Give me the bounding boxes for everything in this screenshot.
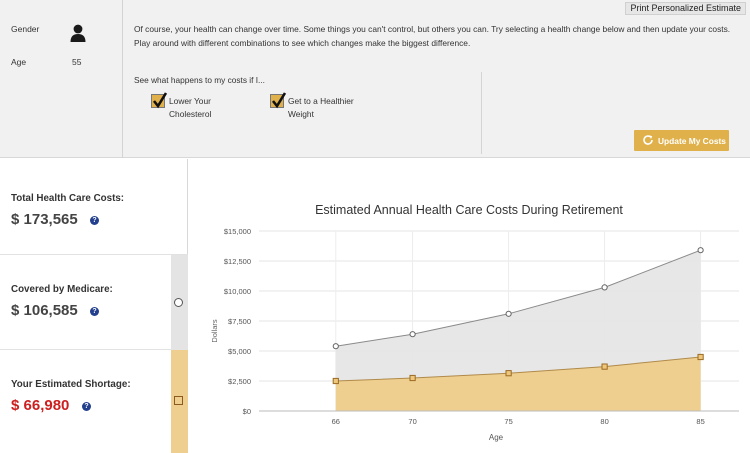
healthier-weight-label-line1: Get to a Healthier [288,96,354,106]
lower-cholesterol-checkbox[interactable] [151,92,168,109]
shortage-value: $ 66,980 [11,397,70,414]
cost-summary-panel: Total Health Care Costs: $ 173,565 ? Cov… [0,159,188,453]
shortage-point [505,370,512,377]
total-cost-point [409,331,416,338]
x-axis-title: Age [489,433,504,442]
y-tick-label: $15,000 [224,227,251,236]
update-costs-button[interactable]: Update My Costs [634,130,729,151]
healthier-weight-checkbox[interactable] [270,92,287,109]
total-costs-block: Total Health Care Costs: $ 173,565 ? [0,159,188,255]
medicare-block: Covered by Medicare: $ 106,585 ? [0,255,188,350]
shortage-area [335,357,701,411]
person-icon [70,24,86,42]
healthier-weight-label: Get to a Healthier Weight [288,95,368,121]
refresh-icon [643,135,653,145]
x-tick-label: 85 [696,417,704,426]
checkmark-icon [271,92,287,109]
healthier-weight-label-line2: Weight [288,109,314,119]
shortage-legend-square [174,396,183,405]
y-axis-title: Dollars [210,319,219,343]
shortage-point [697,353,704,361]
x-tick-label: 70 [408,417,416,426]
y-tick-label: $0 [243,407,251,416]
shortage-point [601,363,608,370]
gender-label: Gender [11,24,40,34]
health-options-panel: Print Personalized Estimate Gender Age 5… [0,0,750,158]
x-tick-label: 80 [600,417,608,426]
help-icon[interactable]: ? [82,402,91,411]
shortage-point [409,374,416,382]
lower-cholesterol-label-line1: Lower Your [169,96,211,106]
age-value: 55 [72,57,82,67]
shortage-label: Your Estimated Shortage: [11,379,131,390]
chart-axes: $0 $2,500 $5,000 $7,500 $10,000 $12,500 $15,00… [224,227,739,426]
total-costs-value: $ 173,565 [11,211,78,228]
shortage-point [332,377,339,385]
total-cost-point [601,284,608,291]
checkmark-icon [152,92,168,109]
total-cost-point [505,310,512,317]
chart-title: Estimated Annual Health Care Costs Durin… [315,203,623,217]
total-cost-point [697,247,704,254]
total-costs-label: Total Health Care Costs: [11,193,125,204]
chart-areas [335,250,701,411]
intro-text: Of course, your health can change over t… [134,24,731,48]
x-tick-label: 66 [332,417,340,426]
print-estimate-button[interactable]: Print Personalized Estimate [625,2,746,15]
age-label: Age [11,57,27,67]
x-tick-label: 75 [504,417,512,426]
y-tick-label: $5,000 [228,347,251,356]
profile-section: Gender Age 55 [0,0,123,158]
lower-cholesterol-label: Lower Your Cholesterol [169,95,249,121]
medicare-label: Covered by Medicare: [11,284,113,295]
total-cost-point [332,343,339,350]
help-icon[interactable]: ? [90,216,99,225]
y-tick-label: $2,500 [228,377,251,386]
y-tick-label: $10,000 [224,287,251,296]
help-icon[interactable]: ? [90,307,99,316]
y-tick-label: $12,500 [224,257,251,266]
cost-chart-svg: Estimated Annual Health Care Costs Durin… [210,203,739,442]
options-divider [481,72,482,154]
shortage-block: Your Estimated Shortage: $ 66,980 ? [0,350,188,453]
update-costs-label: Update My Costs [658,136,726,146]
y-tick-label: $7,500 [228,317,251,326]
cost-chart: Estimated Annual Health Care Costs Durin… [189,159,750,453]
chart-markers [332,247,704,385]
lower-cholesterol-label-line2: Cholesterol [169,109,212,119]
options-prompt: See what happens to my costs if I... [134,75,265,85]
medicare-legend-circle [174,298,183,307]
medicare-value: $ 106,585 [11,302,78,319]
